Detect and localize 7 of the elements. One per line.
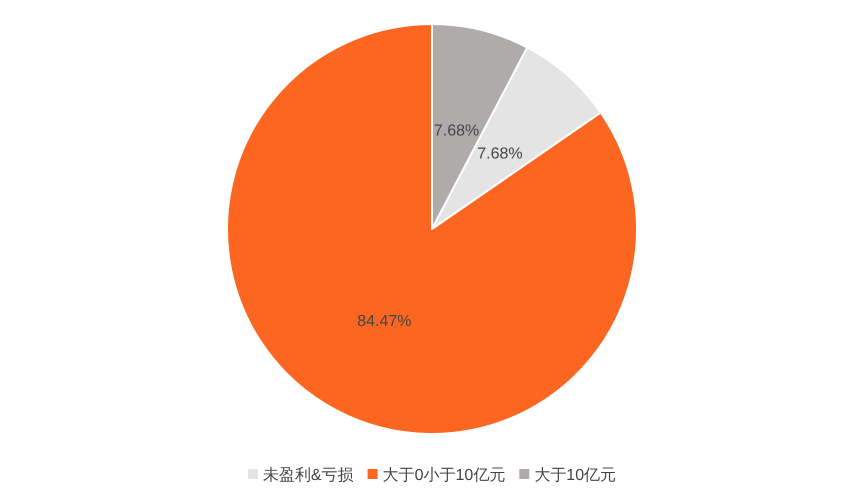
data-label: 7.68% [434, 122, 480, 140]
legend-label: 未盈利&亏损 [262, 466, 354, 484]
legend-label: 大于10亿元 [534, 466, 616, 484]
pie-slice [226, 23, 638, 435]
data-label: 84.47% [357, 312, 412, 330]
legend-label: 大于0小于10亿元 [382, 466, 506, 484]
data-label: 7.68% [477, 145, 523, 162]
